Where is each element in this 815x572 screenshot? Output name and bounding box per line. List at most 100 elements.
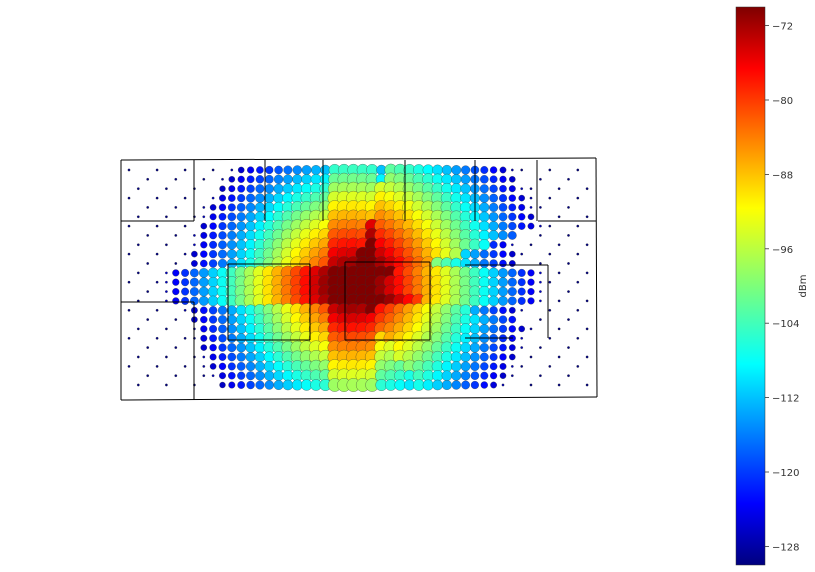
signal-point xyxy=(245,211,256,222)
signal-point xyxy=(264,184,274,194)
signal-point xyxy=(127,252,131,256)
signal-point xyxy=(202,177,206,181)
signal-point xyxy=(539,271,542,275)
signal-point xyxy=(236,323,247,335)
signal-point xyxy=(557,271,561,275)
signal-point xyxy=(557,355,561,359)
signal-point xyxy=(283,174,293,185)
signal-point xyxy=(218,231,227,240)
signal-point xyxy=(480,175,489,184)
signal-point xyxy=(499,343,507,352)
signal-point xyxy=(539,346,542,349)
signal-point xyxy=(518,325,525,333)
signal-point xyxy=(508,212,517,221)
signal-point xyxy=(460,174,471,185)
signal-point xyxy=(548,224,552,228)
signal-point xyxy=(489,315,499,325)
signal-point xyxy=(200,259,208,268)
signal-point xyxy=(219,194,226,202)
signal-point xyxy=(490,381,497,389)
signal-point xyxy=(557,383,561,387)
signal-point xyxy=(518,213,526,221)
signal-point xyxy=(228,185,236,193)
signal-point xyxy=(218,343,227,352)
signal-point xyxy=(479,324,490,334)
signal-point xyxy=(432,164,443,176)
signal-point xyxy=(450,351,462,363)
signal-point xyxy=(264,174,274,184)
signal-point xyxy=(585,243,589,247)
signal-point xyxy=(529,187,533,191)
signal-point xyxy=(527,278,535,286)
signal-point xyxy=(499,175,507,183)
signal-point xyxy=(174,234,178,237)
signal-point xyxy=(174,206,178,209)
signal-point xyxy=(198,286,209,297)
signal-point xyxy=(263,361,275,372)
signal-point xyxy=(245,220,256,232)
signal-point xyxy=(498,268,508,278)
signal-point xyxy=(488,286,499,297)
signal-point xyxy=(499,259,507,268)
signal-point xyxy=(459,323,472,335)
signal-point xyxy=(209,343,217,352)
signal-point xyxy=(529,243,533,247)
signal-point xyxy=(183,224,187,228)
signal-point xyxy=(209,315,218,324)
signal-point xyxy=(211,374,215,378)
signal-point xyxy=(527,297,535,305)
signal-point xyxy=(479,249,489,259)
signal-point xyxy=(200,231,208,239)
signal-point xyxy=(461,380,470,390)
colorbar-tick-label: −112 xyxy=(772,394,799,405)
signal-point xyxy=(255,193,265,203)
signal-point xyxy=(245,361,256,372)
signal-point xyxy=(146,177,150,181)
signal-point xyxy=(567,318,570,321)
signal-point xyxy=(273,380,284,390)
signal-point xyxy=(488,212,499,222)
signal-point xyxy=(451,174,462,185)
signal-point xyxy=(218,315,227,325)
signal-point xyxy=(208,259,218,268)
signal-point xyxy=(218,334,227,343)
signal-point xyxy=(441,370,453,381)
signal-point xyxy=(146,318,150,321)
signal-point xyxy=(174,318,178,321)
colorbar-tick-label: −104 xyxy=(772,319,799,330)
signal-point xyxy=(479,202,490,213)
signal-point xyxy=(165,290,168,293)
signal-point xyxy=(460,248,471,260)
signal-point xyxy=(207,276,219,288)
signal-point xyxy=(255,380,265,390)
signal-point xyxy=(498,315,508,324)
signal-point xyxy=(499,166,507,174)
signal-point xyxy=(576,365,580,368)
signal-point xyxy=(146,346,150,349)
signal-point xyxy=(155,252,159,256)
signal-point xyxy=(480,371,489,380)
signal-point xyxy=(219,185,226,192)
signal-point xyxy=(263,202,275,213)
signal-point xyxy=(236,212,246,222)
signal-point xyxy=(585,187,589,191)
signal-point xyxy=(509,250,516,258)
signal-point xyxy=(510,374,514,378)
signal-point xyxy=(256,166,264,174)
signal-point xyxy=(273,183,284,194)
signal-point xyxy=(181,268,190,277)
colorbar-tick-label: −72 xyxy=(772,22,793,33)
signal-point xyxy=(548,252,552,256)
signal-point xyxy=(508,203,517,212)
signal-point xyxy=(518,194,525,202)
signal-point xyxy=(527,288,535,296)
signal-point xyxy=(498,296,508,306)
signal-point xyxy=(209,334,217,343)
signal-point xyxy=(469,305,480,316)
signal-point xyxy=(508,194,516,202)
signal-point xyxy=(498,230,508,241)
signal-point xyxy=(183,336,187,340)
signal-point xyxy=(451,370,462,381)
signal-point xyxy=(127,336,131,340)
signal-point xyxy=(273,370,284,381)
